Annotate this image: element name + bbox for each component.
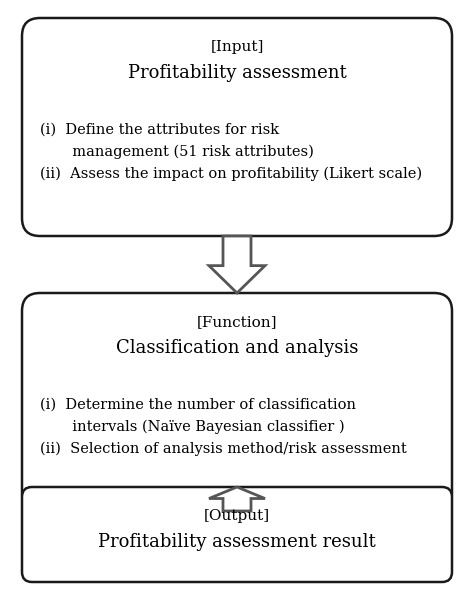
Text: Profitability assessment: Profitability assessment [128,64,346,82]
Text: intervals (Naïve Bayesian classifier ): intervals (Naïve Bayesian classifier ) [40,420,345,435]
Text: (i)  Determine the number of classification: (i) Determine the number of classificati… [40,398,356,412]
FancyBboxPatch shape [22,487,452,582]
Polygon shape [209,487,265,511]
Text: [Function]: [Function] [197,315,277,329]
FancyBboxPatch shape [22,18,452,236]
Text: Classification and analysis: Classification and analysis [116,339,358,357]
Text: [Output]: [Output] [204,509,270,523]
Text: Profitability assessment result: Profitability assessment result [98,533,376,551]
Text: (ii)  Selection of analysis method/risk assessment: (ii) Selection of analysis method/risk a… [40,442,407,456]
Text: management (51 risk attributes): management (51 risk attributes) [40,145,314,159]
Text: [Input]: [Input] [210,40,264,54]
Text: (i)  Define the attributes for risk: (i) Define the attributes for risk [40,123,279,137]
Text: (ii)  Assess the impact on profitability (Likert scale): (ii) Assess the impact on profitability … [40,167,422,181]
Polygon shape [209,236,265,293]
FancyBboxPatch shape [22,293,452,511]
